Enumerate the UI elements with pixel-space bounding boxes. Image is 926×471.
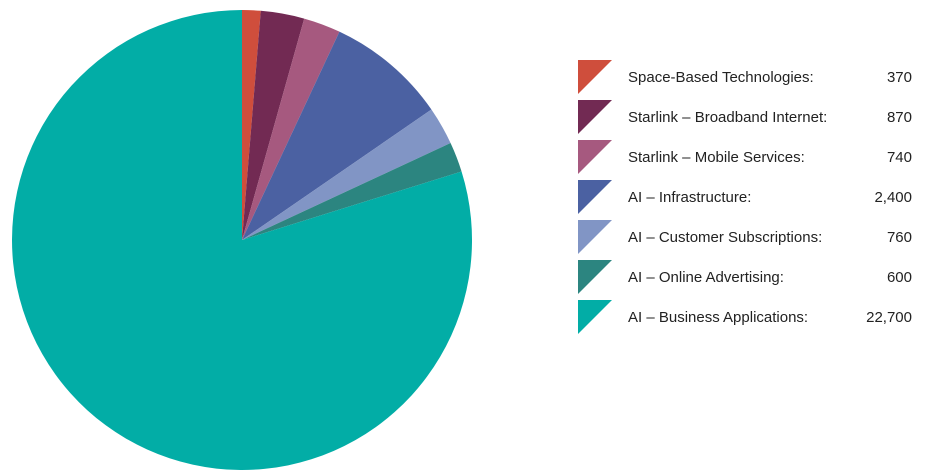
legend-swatch bbox=[578, 260, 612, 294]
legend-value: 2,400 bbox=[874, 188, 912, 206]
pie-slice bbox=[242, 31, 432, 240]
legend-swatch bbox=[578, 180, 612, 214]
legend-item: Starlink – Broadband Internet: 870 bbox=[578, 97, 918, 137]
pie-slice bbox=[242, 10, 305, 240]
pie-slice bbox=[12, 10, 473, 470]
legend-label: Starlink – Mobile Services: bbox=[628, 148, 805, 166]
legend-swatch bbox=[578, 300, 612, 334]
legend-swatch bbox=[578, 100, 612, 134]
legend-value: 600 bbox=[886, 268, 912, 286]
legend-label: AI – Online Advertising: bbox=[628, 268, 784, 286]
legend-label: Starlink – Broadband Internet: bbox=[628, 108, 828, 126]
legend-item: Space-Based Technologies: 370 bbox=[578, 57, 918, 97]
legend-item: AI – Customer Subscriptions: 760 bbox=[578, 217, 918, 257]
pie-slice bbox=[242, 10, 261, 240]
legend-item: AI – Online Advertising: 600 bbox=[578, 257, 918, 297]
legend-value: 760 bbox=[886, 228, 912, 246]
pie-chart bbox=[12, 10, 473, 470]
legend-swatch bbox=[578, 60, 612, 94]
pie-slice bbox=[242, 143, 462, 240]
legend-label: AI – Customer Subscriptions: bbox=[628, 228, 823, 246]
legend-label: AI – Infrastructure: bbox=[628, 188, 752, 206]
legend-value: 370 bbox=[886, 68, 912, 86]
legend-swatch bbox=[578, 220, 612, 254]
legend-label: Space-Based Technologies: bbox=[628, 68, 814, 86]
pie-slice bbox=[242, 109, 451, 240]
legend-swatch bbox=[578, 140, 612, 174]
legend-value: 870 bbox=[886, 108, 912, 126]
legend-item: AI – Business Applications: 22,700 bbox=[578, 297, 918, 337]
legend-label: AI – Business Applications: bbox=[628, 308, 809, 326]
legend-value: 740 bbox=[886, 148, 912, 166]
pie-slice bbox=[242, 18, 340, 240]
chart-legend: Space-Based Technologies: 370 Starlink –… bbox=[578, 57, 918, 337]
legend-item: Starlink – Mobile Services: 740 bbox=[578, 137, 918, 177]
legend-value: 22,700 bbox=[866, 308, 912, 326]
legend-item: AI – Infrastructure: 2,400 bbox=[578, 177, 918, 217]
